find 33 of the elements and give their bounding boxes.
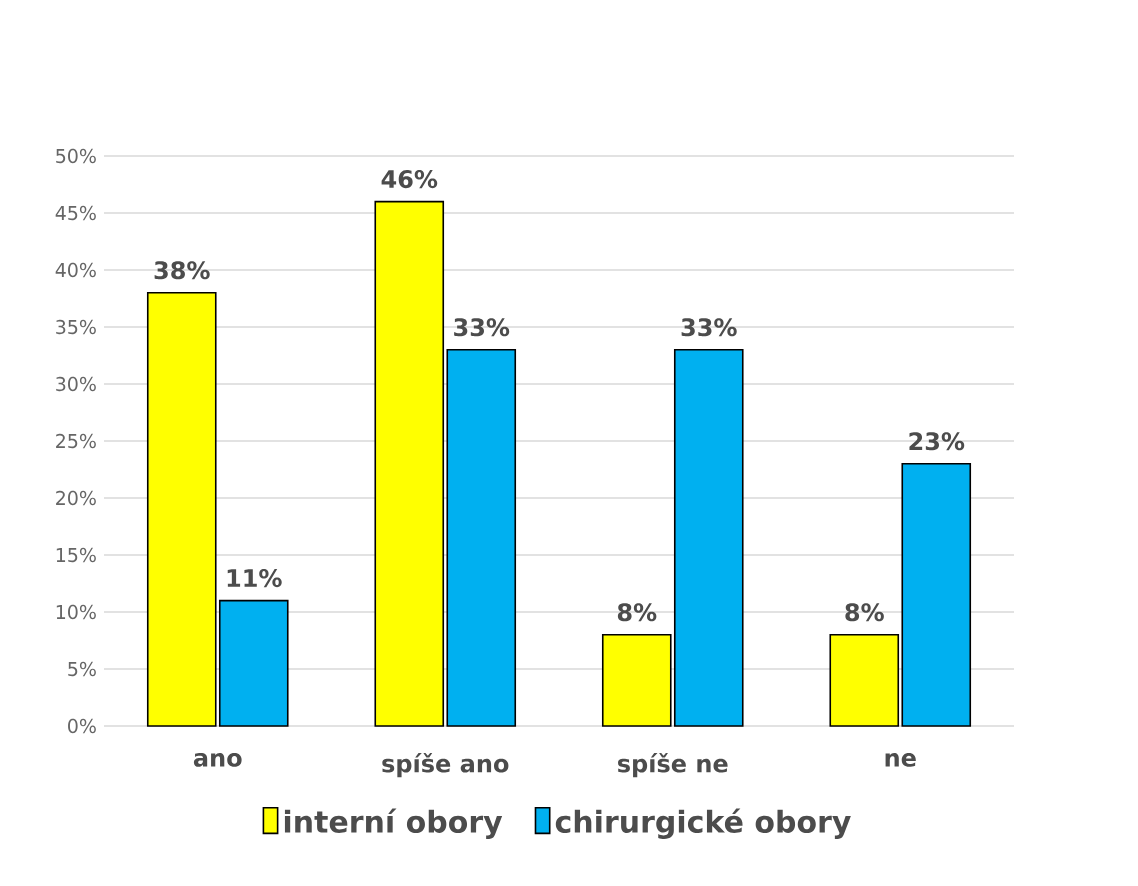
y-tick-label: 30%	[56, 376, 96, 392]
bar	[446, 348, 517, 727]
y-tick-label: 45%	[55, 205, 96, 221]
y-tick-label: 35%	[56, 319, 96, 335]
data-label: 33%	[454, 318, 510, 337]
y-tick-label: 25%	[56, 433, 96, 449]
x-tick-label: ano	[193, 753, 242, 767]
y-tick-label: 40%	[55, 262, 96, 278]
bar	[901, 462, 972, 727]
x-tick-label: ne	[885, 753, 916, 767]
bar	[218, 599, 289, 727]
y-tick-label: 15%	[56, 547, 96, 563]
data-label: 23%	[909, 432, 965, 451]
y-tick-label: 5%	[68, 661, 96, 677]
y-tick-label: 10%	[56, 604, 96, 620]
y-tick-label: 0%	[68, 718, 96, 734]
data-label: 11%	[227, 568, 282, 588]
data-label: 38%	[154, 261, 210, 280]
y-tick-label: 50%	[56, 148, 96, 164]
legend-label: interní obory	[284, 808, 503, 839]
data-label: 33%	[681, 318, 737, 337]
data-label: 8%	[845, 603, 884, 622]
bar	[829, 633, 900, 727]
y-tick-label: 20%	[56, 490, 96, 506]
bar	[146, 291, 217, 727]
bar	[673, 348, 744, 727]
data-label: 46%	[381, 169, 438, 189]
bar	[374, 200, 445, 727]
legend-label: chirurgické obory	[555, 808, 851, 839]
data-label: 8%	[617, 603, 657, 622]
x-tick-label: spíše ne	[618, 753, 728, 778]
bar	[601, 633, 672, 727]
x-tick-label: spíše ano	[382, 753, 509, 778]
